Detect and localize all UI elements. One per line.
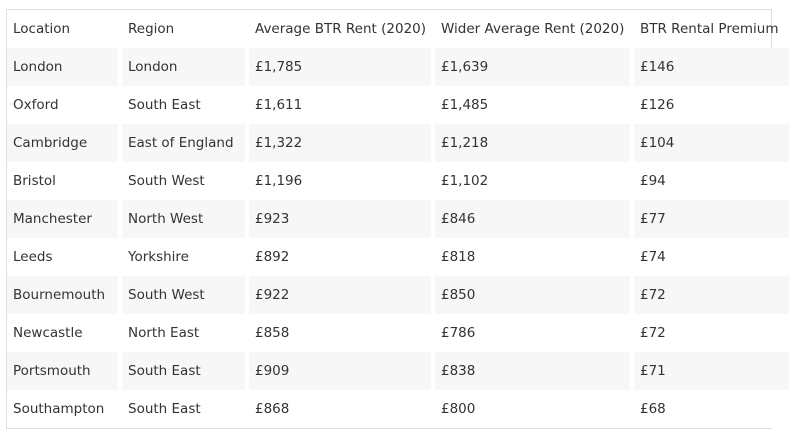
table-row: London London £1,785 £1,639 £146 xyxy=(7,48,789,86)
cell-location: London xyxy=(7,48,118,86)
cell-wider-average-rent: £1,218 xyxy=(435,124,630,162)
cell-region: South East xyxy=(122,352,245,390)
cell-btr-rental-premium: £146 xyxy=(634,48,789,86)
cell-btr-rental-premium: £72 xyxy=(634,314,789,352)
cell-region: London xyxy=(122,48,245,86)
table-row: Cambridge East of England £1,322 £1,218 £104 xyxy=(7,124,789,162)
cell-btr-rental-premium: £68 xyxy=(634,390,789,428)
cell-wider-average-rent: £1,102 xyxy=(435,162,630,200)
cell-btr-rental-premium: £77 xyxy=(634,200,789,238)
cell-location: Manchester xyxy=(7,200,118,238)
cell-average-btr-rent: £923 xyxy=(249,200,431,238)
cell-btr-rental-premium: £126 xyxy=(634,86,789,124)
cell-location: Leeds xyxy=(7,238,118,276)
table-row: Bournemouth South West £922 £850 £72 xyxy=(7,276,789,314)
cell-location: Portsmouth xyxy=(7,352,118,390)
cell-region: South East xyxy=(122,390,245,428)
table-body: London London £1,785 £1,639 £146 Oxford South … xyxy=(7,48,789,428)
rent-table-container: Location Region Average BTR Rent (2020) … xyxy=(6,9,789,429)
cell-wider-average-rent: £1,639 xyxy=(435,48,630,86)
cell-average-btr-rent: £1,196 xyxy=(249,162,431,200)
cell-region: Yorkshire xyxy=(122,238,245,276)
table-row: Oxford South East £1,611 £1,485 £126 xyxy=(7,86,789,124)
cell-region: East of England xyxy=(122,124,245,162)
cell-btr-rental-premium: £72 xyxy=(634,276,789,314)
cell-location: Oxford xyxy=(7,86,118,124)
cell-average-btr-rent: £1,322 xyxy=(249,124,431,162)
cell-average-btr-rent: £922 xyxy=(249,276,431,314)
cell-average-btr-rent: £892 xyxy=(249,238,431,276)
table-row: Portsmouth South East £909 £838 £71 xyxy=(7,352,789,390)
cell-btr-rental-premium: £104 xyxy=(634,124,789,162)
cell-wider-average-rent: £800 xyxy=(435,390,630,428)
table-row: Manchester North West £923 £846 £77 xyxy=(7,200,789,238)
cell-region: North West xyxy=(122,200,245,238)
cell-location: Newcastle xyxy=(7,314,118,352)
rent-table: Location Region Average BTR Rent (2020) … xyxy=(3,10,793,428)
cell-average-btr-rent: £868 xyxy=(249,390,431,428)
header-average-btr-rent: Average BTR Rent (2020) xyxy=(255,21,427,37)
cell-average-btr-rent: £1,785 xyxy=(249,48,431,86)
header-btr-rental-premium: BTR Rental Premium xyxy=(640,21,779,37)
table-row: Bristol South West £1,196 £1,102 £94 xyxy=(7,162,789,200)
cell-wider-average-rent: £846 xyxy=(435,200,630,238)
cell-wider-average-rent: £1,485 xyxy=(435,86,630,124)
cell-location: Bournemouth xyxy=(7,276,118,314)
cell-wider-average-rent: £838 xyxy=(435,352,630,390)
cell-wider-average-rent: £786 xyxy=(435,314,630,352)
header-wider-average-rent: Wider Average Rent (2020) xyxy=(441,21,625,37)
cell-region: South West xyxy=(122,276,245,314)
table-row: Leeds Yorkshire £892 £818 £74 xyxy=(7,238,789,276)
cell-location: Cambridge xyxy=(7,124,118,162)
cell-btr-rental-premium: £71 xyxy=(634,352,789,390)
cell-wider-average-rent: £818 xyxy=(435,238,630,276)
table-header-row: Location Region Average BTR Rent (2020) … xyxy=(7,10,789,48)
cell-region: South West xyxy=(122,162,245,200)
cell-region: South East xyxy=(122,86,245,124)
cell-btr-rental-premium: £74 xyxy=(634,238,789,276)
cell-average-btr-rent: £909 xyxy=(249,352,431,390)
table-row: Newcastle North East £858 £786 £72 xyxy=(7,314,789,352)
header-region: Region xyxy=(128,21,175,37)
cell-wider-average-rent: £850 xyxy=(435,276,630,314)
header-location: Location xyxy=(13,21,71,37)
cell-btr-rental-premium: £94 xyxy=(634,162,789,200)
table-row: Southampton South East £868 £800 £68 xyxy=(7,390,789,428)
cell-location: Bristol xyxy=(7,162,118,200)
cell-location: Southampton xyxy=(7,390,118,428)
cell-region: North East xyxy=(122,314,245,352)
cell-average-btr-rent: £1,611 xyxy=(249,86,431,124)
cell-average-btr-rent: £858 xyxy=(249,314,431,352)
